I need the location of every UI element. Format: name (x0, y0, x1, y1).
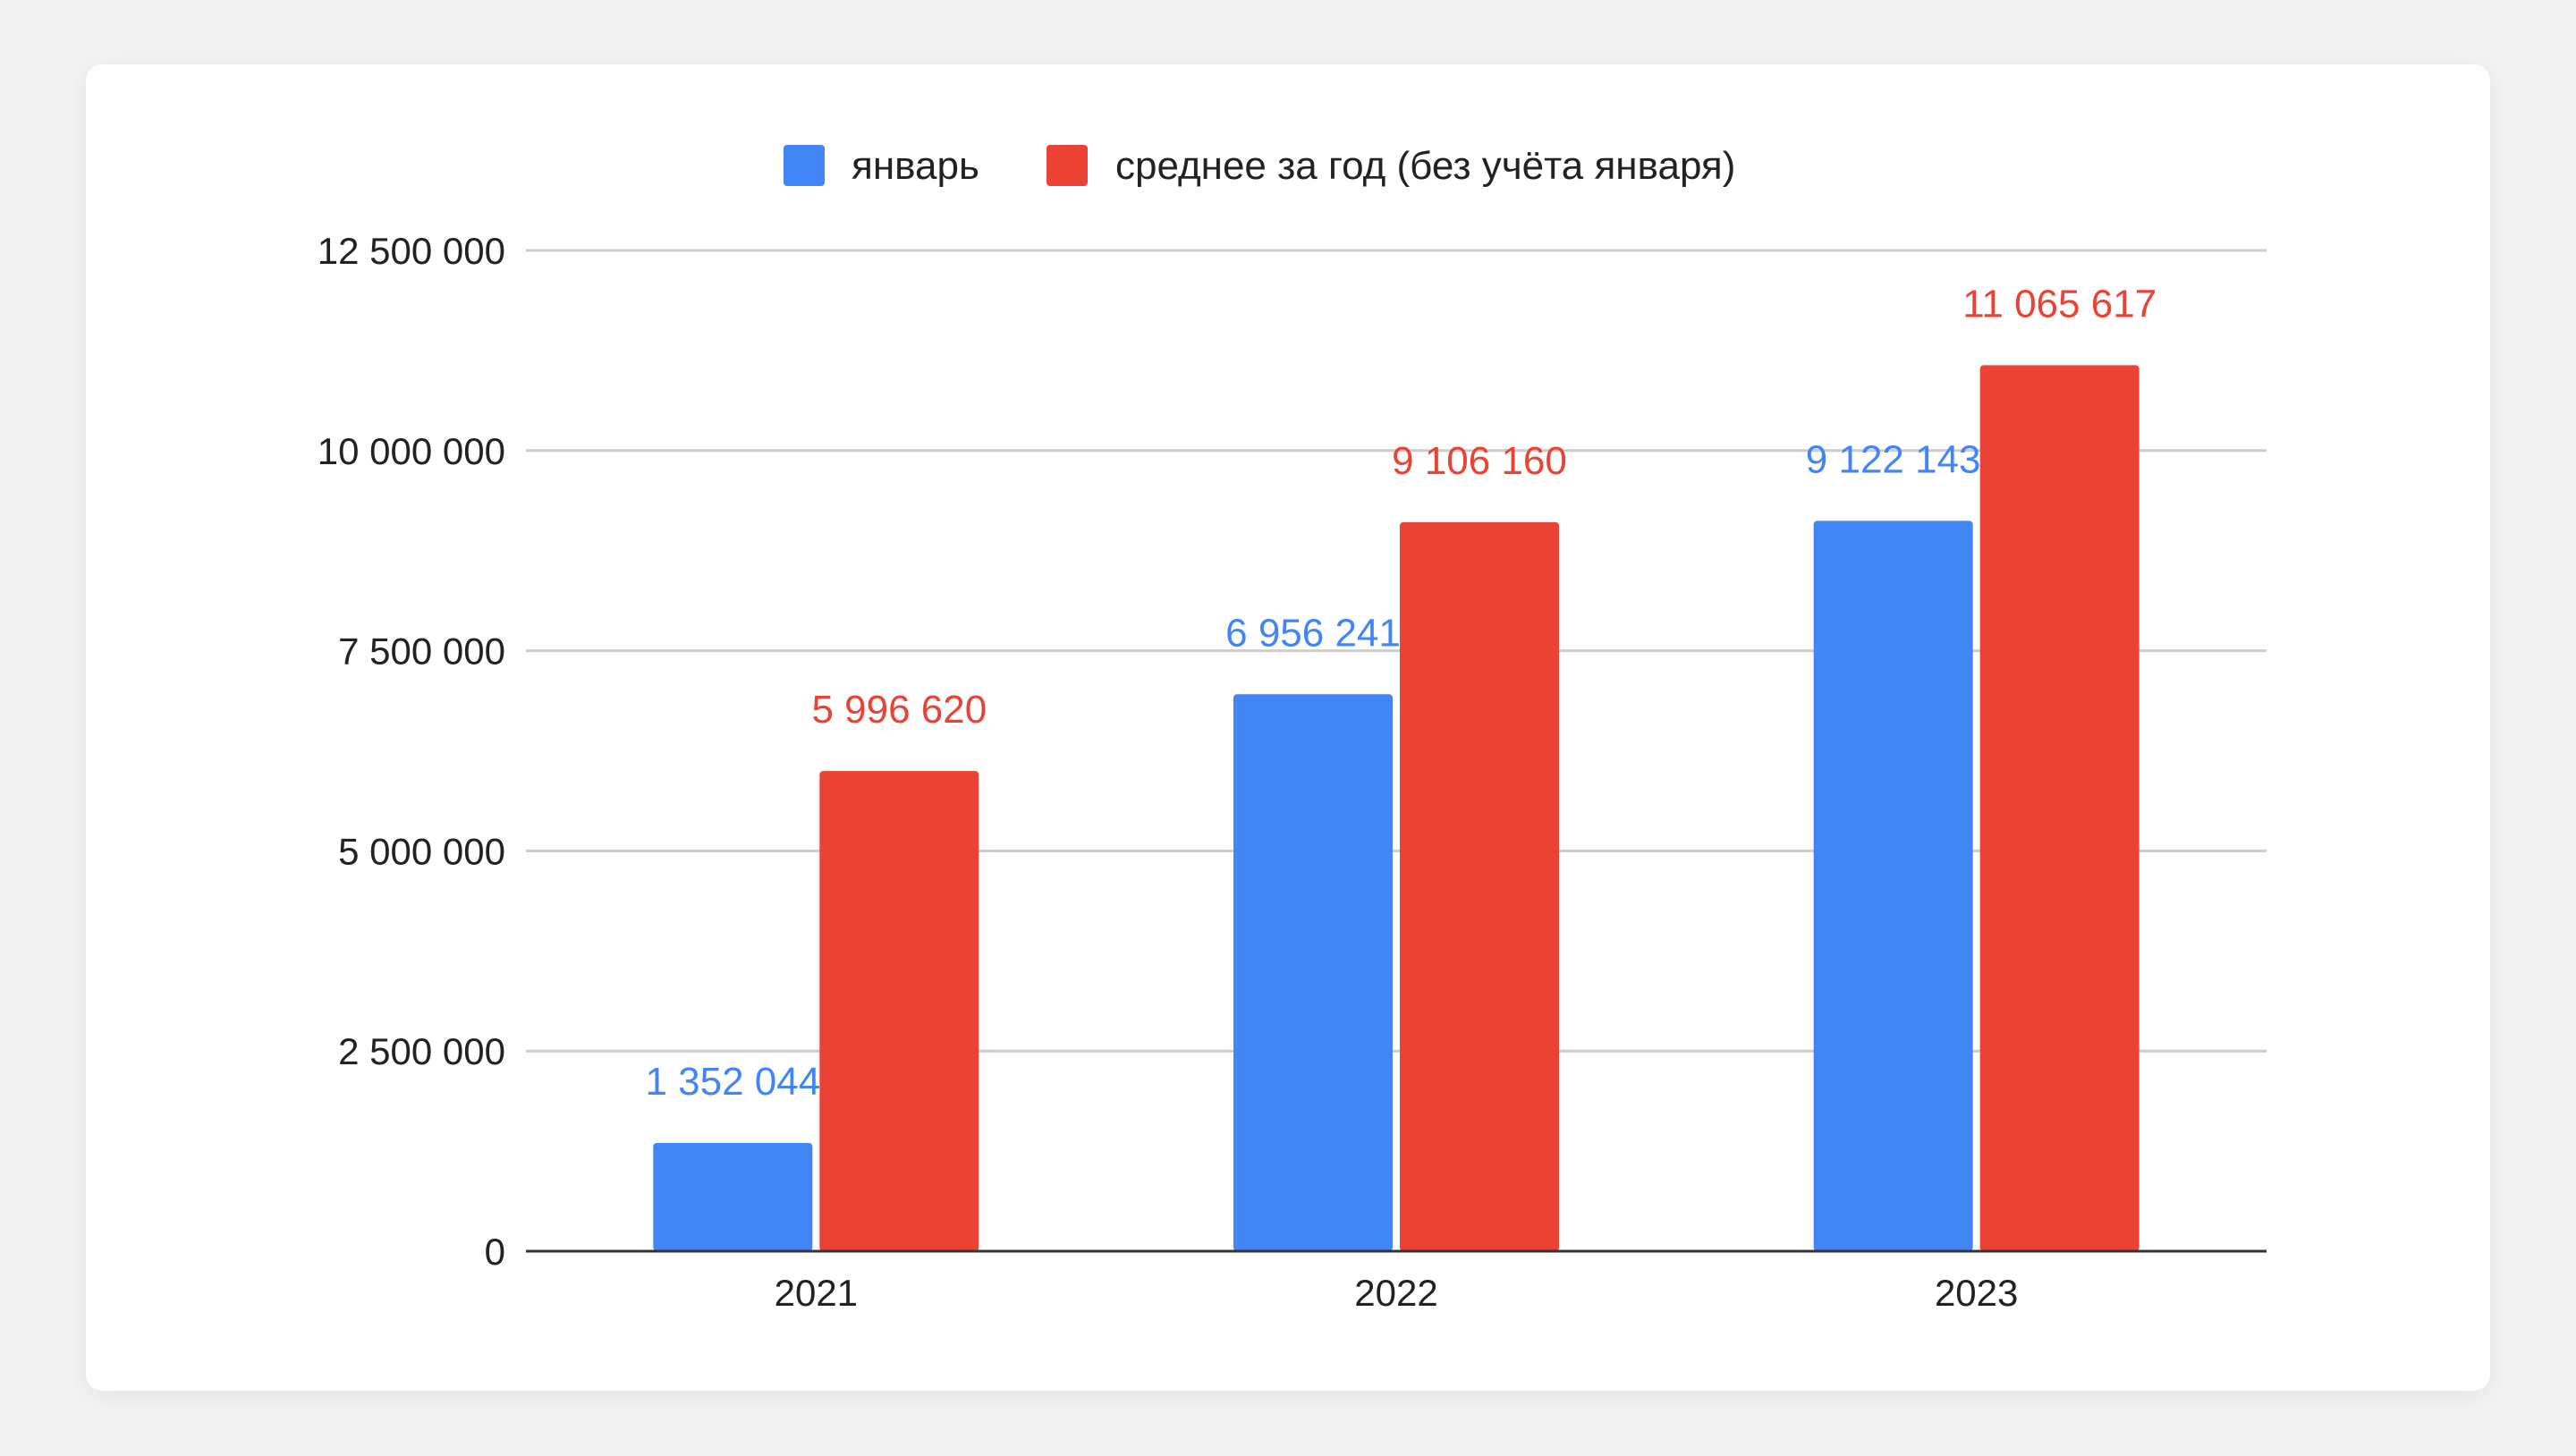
data-label-january-2022: 6 956 241 (1225, 611, 1401, 655)
x-tick-label-2022: 2022 (1354, 1272, 1437, 1314)
gridlines (526, 249, 2267, 1053)
y-tick-label: 5 000 000 (338, 830, 505, 872)
y-tick-label: 7 500 000 (338, 631, 505, 673)
data-label-year-average-2023: 11 065 617 (1962, 282, 2157, 326)
legend: январь среднее за год (без учёта января) (784, 144, 1735, 188)
x-axis-tick-labels: 2021 2022 2023 (775, 1272, 2019, 1314)
x-tick-label-2023: 2023 (1935, 1272, 2018, 1314)
data-label-year-average-2021: 5 996 620 (811, 688, 987, 732)
y-tick-label: 12 500 000 (318, 230, 505, 272)
legend-label-january: январь (852, 144, 979, 188)
bar-january-2022 (1233, 694, 1393, 1251)
y-tick-label: 2 500 000 (338, 1030, 505, 1072)
bar-series (653, 365, 2140, 1251)
y-tick-label: 10 000 000 (318, 430, 505, 472)
data-labels: 1 352 044 5 996 620 6 956 241 9 106 160 9 12… (645, 282, 2157, 1104)
legend-swatch-january (784, 145, 825, 186)
y-axis-tick-labels: 0 2 500 000 5 000 000 7 500 000 10 000 000 12… (318, 230, 505, 1273)
data-label-year-average-2022: 9 106 160 (1392, 439, 1567, 483)
data-label-january-2023: 9 122 143 (1806, 437, 1981, 481)
bar-year-average-2023 (1979, 365, 2140, 1251)
bar-year-average-2022 (1400, 521, 1559, 1251)
y-tick-label: 0 (485, 1231, 505, 1273)
legend-swatch-year-average (1046, 145, 1088, 186)
bar-january-2021 (653, 1142, 813, 1251)
legend-label-year-average: среднее за год (без учёта января) (1115, 144, 1735, 188)
x-tick-label-2021: 2021 (775, 1272, 858, 1314)
bar-year-average-2021 (819, 771, 979, 1251)
data-label-january-2021: 1 352 044 (645, 1060, 820, 1104)
bar-january-2023 (1813, 521, 1973, 1251)
